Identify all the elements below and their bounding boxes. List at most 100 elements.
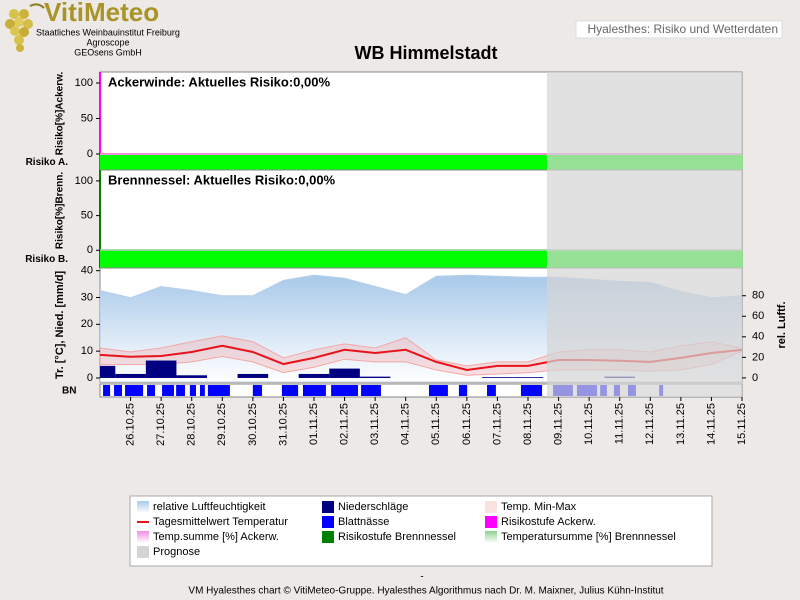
prognose-region xyxy=(546,72,742,397)
legend-label: Risikostufe Brennnessel xyxy=(338,531,456,543)
risk-level xyxy=(100,155,131,170)
risk-level xyxy=(466,155,498,170)
precip-bar xyxy=(237,373,269,378)
x-tick-label: 05.11.25 xyxy=(430,403,442,445)
x-tick-label: 03.11.25 xyxy=(369,403,381,445)
x-tick-label: 14.11.25 xyxy=(705,403,717,445)
precip-bar xyxy=(359,376,391,378)
legend-swatch xyxy=(485,516,497,528)
leaf-wetness xyxy=(487,385,496,396)
risk-level xyxy=(375,155,407,170)
risk-level xyxy=(252,155,284,170)
risk-level xyxy=(252,251,284,268)
legend-swatch xyxy=(322,531,334,543)
risk-level xyxy=(314,251,345,268)
legend-box xyxy=(129,495,713,567)
y-tick-label: 50 xyxy=(81,210,93,222)
precip-bar xyxy=(298,373,330,378)
risk-level xyxy=(436,251,468,268)
logo-text: VitiMeteo xyxy=(44,0,159,27)
precip-bar xyxy=(176,375,207,378)
x-tick-label: 04.11.25 xyxy=(400,403,412,445)
x-tick-label: 12.11.25 xyxy=(644,403,656,445)
risk-level xyxy=(100,251,131,268)
legend-label: Blattnässe xyxy=(338,516,389,528)
legend-label: Temp. Min-Max xyxy=(501,501,577,513)
footer-dash: - xyxy=(420,572,423,583)
risk-level xyxy=(161,251,193,268)
risk-level xyxy=(130,251,162,268)
leaf-wetness xyxy=(520,385,543,396)
y-axis-label: Risiko[%]Ackerw. xyxy=(55,72,66,156)
leaf-wetness xyxy=(331,385,359,396)
y2-tick-label: 20 xyxy=(752,351,764,363)
precip-bar xyxy=(329,368,360,378)
level-label: Risiko B. xyxy=(25,254,68,265)
legend-swatch xyxy=(322,516,334,528)
leaf-wetness xyxy=(458,385,468,396)
y-tick-label: 50 xyxy=(81,112,93,124)
legend-swatch xyxy=(137,546,149,558)
y2-axis-label: rel. Luftf. xyxy=(776,301,788,348)
risk-level xyxy=(283,155,315,170)
bn-label: BN xyxy=(62,386,76,397)
risk-level xyxy=(314,155,345,170)
panel-title: Ackerwinde: Aktuelles Risiko:0,00% xyxy=(108,74,330,89)
y-tick-label: 100 xyxy=(75,175,93,187)
risk-level xyxy=(130,155,162,170)
legend-label: Temp.summe [%] Ackerw. xyxy=(153,531,279,543)
x-tick-label: 02.11.25 xyxy=(338,403,350,445)
risk-level xyxy=(344,155,376,170)
x-tick-label: 07.11.25 xyxy=(491,403,503,445)
x-tick-label: 09.11.25 xyxy=(552,403,564,445)
legend-swatch xyxy=(485,531,497,543)
x-tick-label: 08.11.25 xyxy=(522,403,534,445)
tab[interactable] xyxy=(575,20,783,39)
precip-bar xyxy=(512,377,544,378)
risk-level xyxy=(375,251,407,268)
y2-tick-label: 40 xyxy=(752,331,764,343)
x-tick-label: 28.10.25 xyxy=(186,403,198,446)
leaf-wetness xyxy=(428,385,448,396)
x-tick-label: 13.11.25 xyxy=(675,403,687,445)
x-tick-label: 10.11.25 xyxy=(583,403,595,445)
leaf-wetness xyxy=(252,385,263,396)
risk-level xyxy=(497,155,529,170)
legend-label: relative Luftfeuchtigkeit xyxy=(153,501,266,513)
org-line: GEOsens GmbH xyxy=(74,47,142,57)
chart-title: WB Himmelstadt xyxy=(354,43,497,63)
risk-level xyxy=(161,155,193,170)
leaf-wetness xyxy=(207,385,230,396)
y-tick-label: 100 xyxy=(75,77,93,89)
y-axis-label: Tr. [°C], Nied. [mm/d] xyxy=(54,271,66,380)
leaf-wetness xyxy=(114,385,123,396)
risk-level xyxy=(222,155,254,170)
legend-swatch xyxy=(137,501,149,513)
leaf-wetness xyxy=(176,385,185,396)
x-tick-label: 06.11.25 xyxy=(461,403,473,445)
x-tick-label: 30.10.25 xyxy=(247,403,259,446)
risk-level xyxy=(283,251,315,268)
y2-tick-label: 80 xyxy=(752,290,764,302)
x-tick-label: 11.11.25 xyxy=(614,403,626,444)
y-tick-label: 10 xyxy=(81,345,93,357)
legend-swatch xyxy=(137,531,149,543)
precip-bar xyxy=(482,377,513,378)
x-tick-label: 15.11.25 xyxy=(736,403,748,445)
footer: VM Hyalesthes chart © VitiMeteo-Gruppe. … xyxy=(188,586,663,597)
y-tick-label: 40 xyxy=(81,265,93,277)
risk-level xyxy=(405,251,437,268)
x-tick-label: 27.10.25 xyxy=(155,403,167,446)
precip-bar xyxy=(145,360,177,378)
y2-tick-label: 60 xyxy=(752,310,764,322)
y-tick-label: 30 xyxy=(81,291,93,303)
level-label: Risiko A. xyxy=(26,157,69,168)
risk-level xyxy=(344,251,376,268)
legend-swatch xyxy=(322,501,334,513)
x-tick-label: 01.11.25 xyxy=(308,403,320,445)
leaf-wetness xyxy=(302,385,326,396)
x-tick-label: 26.10.25 xyxy=(124,403,136,446)
leaf-wetness xyxy=(162,385,174,396)
tab-label[interactable]: Hyalesthes: Risiko und Wetterdaten xyxy=(587,22,778,36)
